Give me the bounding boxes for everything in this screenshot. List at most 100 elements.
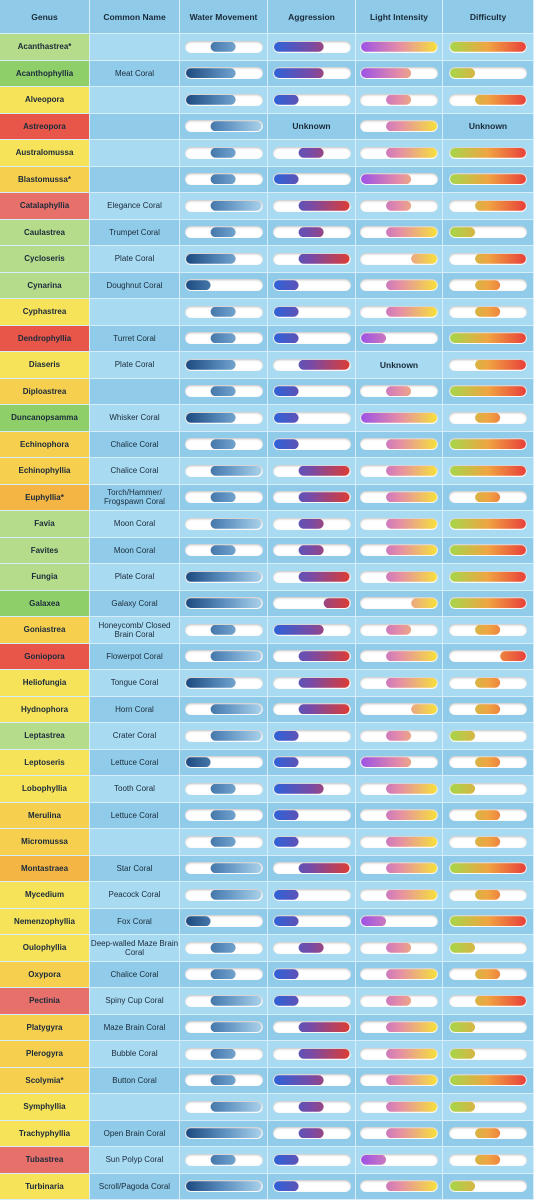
range-track [184,358,263,371]
aggression-cell [268,299,356,326]
unknown-label: Unknown [292,121,331,132]
difficulty-range-bar [475,412,501,423]
genus-cell: Nemenzophyllia [0,908,90,935]
range-track [184,703,263,716]
aggression-cell [268,484,356,511]
water-cell [180,749,268,776]
range-track [184,1153,263,1166]
range-track [272,411,351,424]
range-track [272,756,351,769]
range-track [360,623,438,636]
range-track [184,809,263,822]
water-range-bar [210,41,236,52]
light-cell [356,802,443,829]
difficulty-cell [443,776,534,803]
water-cell [180,272,268,299]
difficulty-range-bar [475,995,526,1006]
water-range-bar [210,783,236,794]
range-track [184,994,263,1007]
difficulty-cell [443,1147,534,1174]
aggression-cell [268,643,356,670]
range-track [449,332,527,345]
light-cell [356,378,443,405]
genus-cell: Symphyllia [0,1094,90,1121]
range-track [360,756,438,769]
aggression-range-bar [273,1075,324,1086]
difficulty-range-bar [450,1101,476,1112]
range-track [184,941,263,954]
range-track [184,67,263,80]
aggression-range-bar [298,253,350,264]
difficulty-cell [443,299,534,326]
water-range-bar [210,651,262,662]
range-track [449,1153,527,1166]
range-track [449,226,527,239]
water-cell [180,961,268,988]
light-cell [356,1094,443,1121]
difficulty-cell [443,723,534,750]
range-track [449,703,527,716]
common-name-cell: Open Brain Coral [90,1120,180,1147]
range-track [360,279,438,292]
water-cell [180,34,268,61]
light-cell [356,590,443,617]
water-range-bar [185,757,211,768]
range-track [184,1021,263,1034]
water-cell [180,1041,268,1068]
difficulty-range-bar [450,174,526,185]
water-range-bar [185,1181,262,1192]
water-range-bar [210,121,262,132]
range-track [360,1153,438,1166]
water-range-bar [210,810,236,821]
common-name-cell: Button Coral [90,1067,180,1094]
water-cell [180,166,268,193]
range-track [272,226,351,239]
genus-cell: Tubastrea [0,1147,90,1174]
light-cell [356,458,443,485]
water-cell [180,458,268,485]
light-range-bar [386,200,412,211]
water-cell [180,802,268,829]
common-name-cell: Elegance Coral [90,193,180,220]
difficulty-cell [443,405,534,432]
aggression-cell [268,696,356,723]
light-range-bar [361,412,437,423]
water-cell [180,988,268,1015]
water-cell [180,299,268,326]
light-range-bar [386,227,437,238]
range-track [449,862,527,875]
range-track [360,570,438,583]
difficulty-cell [443,431,534,458]
light-range-bar [361,174,412,185]
water-range-bar [210,1154,236,1165]
range-track [449,358,527,371]
range-track [360,650,438,663]
aggression-range-bar [273,1154,299,1165]
range-track [184,411,263,424]
range-track [360,40,438,53]
common-name-cell [90,34,180,61]
range-track [360,464,438,477]
range-track [184,729,263,742]
water-cell [180,431,268,458]
difficulty-range-bar [450,863,526,874]
difficulty-cell [443,458,534,485]
light-range-bar [386,863,437,874]
difficulty-range-bar [475,889,501,900]
light-range-bar [361,916,387,927]
difficulty-cell [443,855,534,882]
difficulty-cell [443,537,534,564]
column-header: Common Name [90,0,180,34]
light-cell [356,696,443,723]
water-cell [180,219,268,246]
column-header: Water Movement [180,0,268,34]
water-cell [180,696,268,723]
difficulty-range-bar [450,783,476,794]
range-track [360,1100,438,1113]
aggression-range-bar [273,757,299,768]
range-track [272,93,351,106]
range-track [449,835,527,848]
water-range-bar [210,969,236,980]
range-track [449,756,527,769]
range-track [449,1074,527,1087]
